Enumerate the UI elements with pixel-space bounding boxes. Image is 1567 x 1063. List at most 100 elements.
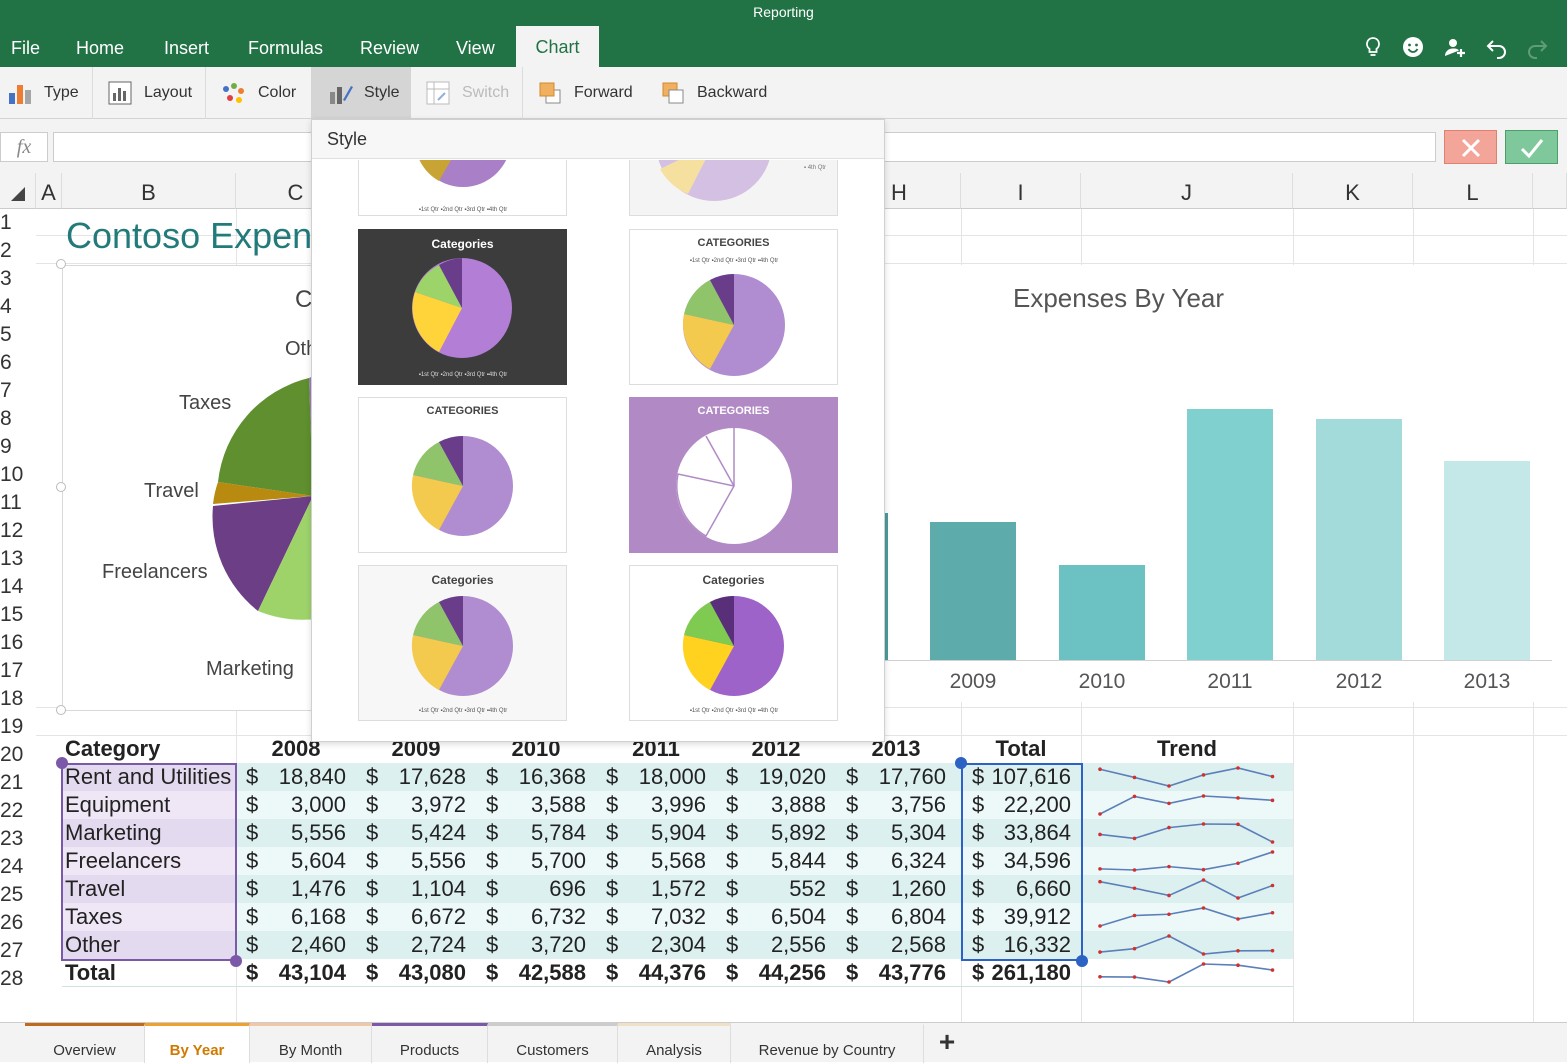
- row-header-22[interactable]: 22: [0, 799, 24, 822]
- column-header-k[interactable]: K: [1293, 173, 1413, 209]
- value-cell[interactable]: 2,460: [290, 932, 346, 957]
- value-cell[interactable]: 17,760: [878, 764, 946, 789]
- value-cell[interactable]: 44,256: [758, 960, 826, 985]
- value-cell[interactable]: 1,572: [650, 876, 706, 901]
- value-cell[interactable]: 5,424: [410, 820, 466, 845]
- row-header-11[interactable]: 11: [0, 491, 22, 514]
- value-cell[interactable]: 42,588: [518, 960, 586, 985]
- column-header-l[interactable]: L: [1413, 173, 1533, 209]
- row-header-12[interactable]: 12: [0, 519, 24, 542]
- total-cell[interactable]: 39,912: [1003, 904, 1071, 929]
- tab-review[interactable]: Review: [360, 38, 420, 58]
- category-cell[interactable]: Rent and Utilities: [65, 764, 232, 789]
- value-cell[interactable]: 43,080: [398, 960, 466, 985]
- style-option-3[interactable]: Categories ▪1st Qtr ▪2nd Qtr ▪3rd Qtr ▪4…: [358, 229, 567, 385]
- total-cell[interactable]: 6,660: [1015, 876, 1071, 901]
- share-person-icon[interactable]: [1443, 35, 1467, 59]
- column-header-j[interactable]: J: [1081, 173, 1293, 209]
- switch-button[interactable]: Switch: [426, 67, 509, 119]
- value-cell[interactable]: 1,476: [290, 876, 346, 901]
- row-header-8[interactable]: 8: [0, 407, 12, 430]
- value-cell[interactable]: 7,032: [650, 904, 706, 929]
- row-header-24[interactable]: 24: [0, 855, 24, 878]
- type-button[interactable]: Type: [8, 67, 79, 119]
- row-header-25[interactable]: 25: [0, 883, 24, 906]
- row-header-3[interactable]: 3: [0, 267, 12, 290]
- value-cell[interactable]: 3,588: [530, 792, 586, 817]
- selection-handle[interactable]: [230, 955, 242, 967]
- smiley-icon[interactable]: [1401, 35, 1425, 59]
- row-header-2[interactable]: 2: [0, 239, 12, 262]
- category-cell[interactable]: Taxes: [65, 904, 123, 929]
- resize-handle[interactable]: [56, 259, 66, 269]
- row-header-21[interactable]: 21: [0, 771, 24, 794]
- color-button[interactable]: Color: [220, 67, 296, 119]
- value-cell[interactable]: 5,568: [650, 848, 706, 873]
- value-cell[interactable]: 5,892: [770, 820, 826, 845]
- value-cell[interactable]: 6,168: [290, 904, 346, 929]
- bar-2011[interactable]: [1187, 409, 1273, 660]
- style-option-7[interactable]: Categories ▪1st Qtr ▪2nd Qtr ▪3rd Qtr ▪4…: [358, 565, 567, 721]
- value-cell[interactable]: 552: [789, 876, 826, 901]
- style-gallery[interactable]: ▪1st Qtr ▪2nd Qtr ▪3rd Qtr ▪4th Qtr ▪ 4t…: [312, 160, 884, 741]
- total-cell[interactable]: 33,864: [1003, 820, 1071, 845]
- backward-button[interactable]: Backward: [661, 67, 767, 119]
- redo-icon[interactable]: [1525, 35, 1549, 59]
- style-option-2[interactable]: ▪ 4th Qtr: [629, 160, 838, 216]
- value-cell[interactable]: 5,904: [650, 820, 706, 845]
- value-cell[interactable]: 2,304: [650, 932, 706, 957]
- value-cell[interactable]: 3,996: [650, 792, 706, 817]
- total-cell[interactable]: 261,180: [991, 960, 1071, 985]
- style-button[interactable]: Style: [311, 67, 411, 119]
- value-cell[interactable]: 5,844: [770, 848, 826, 873]
- sheet-tab-by-month[interactable]: By Month: [250, 1023, 372, 1063]
- value-cell[interactable]: 3,000: [290, 792, 346, 817]
- style-option-6[interactable]: CATEGORIES: [629, 397, 838, 553]
- row-header-13[interactable]: 13: [0, 547, 24, 570]
- confirm-button[interactable]: [1505, 130, 1558, 164]
- value-cell[interactable]: 5,604: [290, 848, 346, 873]
- value-cell[interactable]: 5,556: [410, 848, 466, 873]
- style-option-4[interactable]: CATEGORIES ▪1st Qtr ▪2nd Qtr ▪3rd Qtr ▪4…: [629, 229, 838, 385]
- value-cell[interactable]: 5,556: [290, 820, 346, 845]
- category-cell[interactable]: Other: [65, 932, 121, 957]
- lightbulb-icon[interactable]: [1361, 35, 1385, 59]
- value-cell[interactable]: 18,000: [638, 764, 706, 789]
- value-cell[interactable]: 1,260: [890, 876, 946, 901]
- tab-insert[interactable]: Insert: [164, 38, 210, 58]
- style-option-8[interactable]: Categories ▪1st Qtr ▪2nd Qtr ▪3rd Qtr ▪4…: [629, 565, 838, 721]
- category-cell[interactable]: Travel: [65, 876, 126, 901]
- fx-button[interactable]: fx: [0, 132, 48, 162]
- row-header-14[interactable]: 14: [0, 575, 24, 598]
- value-cell[interactable]: 43,104: [278, 960, 346, 985]
- undo-icon[interactable]: [1485, 35, 1509, 59]
- row-header-16[interactable]: 16: [0, 631, 24, 654]
- row-header-18[interactable]: 18: [0, 687, 24, 710]
- selection-handle[interactable]: [1076, 955, 1088, 967]
- column-header-a[interactable]: A: [36, 173, 62, 209]
- selection-handle[interactable]: [955, 757, 967, 769]
- value-cell[interactable]: 3,972: [410, 792, 466, 817]
- bar-2012[interactable]: [1316, 419, 1402, 660]
- forward-button[interactable]: Forward: [538, 67, 633, 119]
- row-header-26[interactable]: 26: [0, 911, 24, 934]
- tab-view[interactable]: View: [456, 38, 495, 58]
- column-header-m[interactable]: [1533, 173, 1567, 209]
- sheet-tab-products[interactable]: Products: [372, 1023, 488, 1063]
- value-cell[interactable]: 5,304: [890, 820, 946, 845]
- value-cell[interactable]: 6,672: [410, 904, 466, 929]
- value-cell[interactable]: 2,556: [770, 932, 826, 957]
- row-header-6[interactable]: 6: [0, 351, 12, 374]
- total-cell[interactable]: 22,200: [1003, 792, 1071, 817]
- value-cell[interactable]: 5,784: [530, 820, 586, 845]
- value-cell[interactable]: 6,804: [890, 904, 946, 929]
- total-cell[interactable]: 16,332: [1003, 932, 1071, 957]
- resize-handle[interactable]: [56, 482, 66, 492]
- category-cell[interactable]: Freelancers: [65, 848, 182, 873]
- resize-handle[interactable]: [56, 705, 66, 715]
- value-cell[interactable]: 43,776: [878, 960, 946, 985]
- value-cell[interactable]: 696: [549, 876, 586, 901]
- row-header-4[interactable]: 4: [0, 295, 12, 318]
- row-header-28[interactable]: 28: [0, 967, 24, 990]
- tab-home[interactable]: Home: [76, 38, 125, 58]
